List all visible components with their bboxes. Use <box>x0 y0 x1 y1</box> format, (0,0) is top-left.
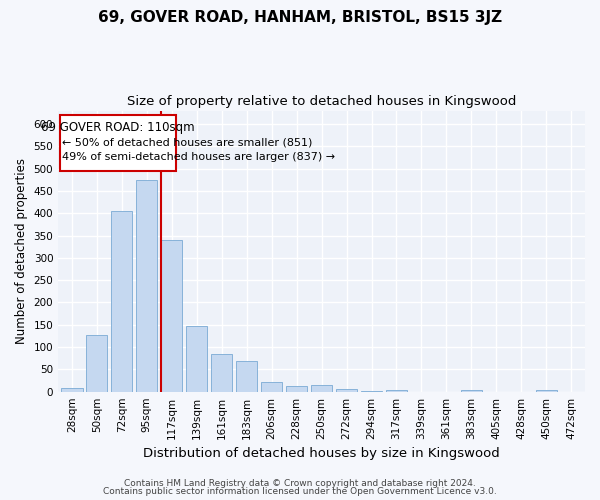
Text: Contains HM Land Registry data © Crown copyright and database right 2024.: Contains HM Land Registry data © Crown c… <box>124 478 476 488</box>
Bar <box>86 335 107 392</box>
Bar <box>361 391 382 392</box>
Title: Size of property relative to detached houses in Kingswood: Size of property relative to detached ho… <box>127 95 516 108</box>
Bar <box>61 388 83 392</box>
Bar <box>261 382 282 392</box>
Text: 69, GOVER ROAD, HANHAM, BRISTOL, BS15 3JZ: 69, GOVER ROAD, HANHAM, BRISTOL, BS15 3J… <box>98 10 502 25</box>
Bar <box>236 362 257 392</box>
Text: ← 50% of detached houses are smaller (851): ← 50% of detached houses are smaller (85… <box>62 138 312 147</box>
Bar <box>311 384 332 392</box>
FancyBboxPatch shape <box>60 115 176 171</box>
Bar <box>186 326 208 392</box>
Bar <box>286 386 307 392</box>
Bar <box>111 211 133 392</box>
X-axis label: Distribution of detached houses by size in Kingswood: Distribution of detached houses by size … <box>143 447 500 460</box>
Bar <box>161 240 182 392</box>
Bar <box>461 390 482 392</box>
Text: 69 GOVER ROAD: 110sqm: 69 GOVER ROAD: 110sqm <box>41 120 195 134</box>
Text: Contains public sector information licensed under the Open Government Licence v3: Contains public sector information licen… <box>103 487 497 496</box>
Bar <box>386 390 407 392</box>
Y-axis label: Number of detached properties: Number of detached properties <box>15 158 28 344</box>
Text: 49% of semi-detached houses are larger (837) →: 49% of semi-detached houses are larger (… <box>62 152 335 162</box>
Bar <box>536 390 557 392</box>
Bar <box>136 180 157 392</box>
Bar <box>211 354 232 392</box>
Bar <box>336 389 357 392</box>
